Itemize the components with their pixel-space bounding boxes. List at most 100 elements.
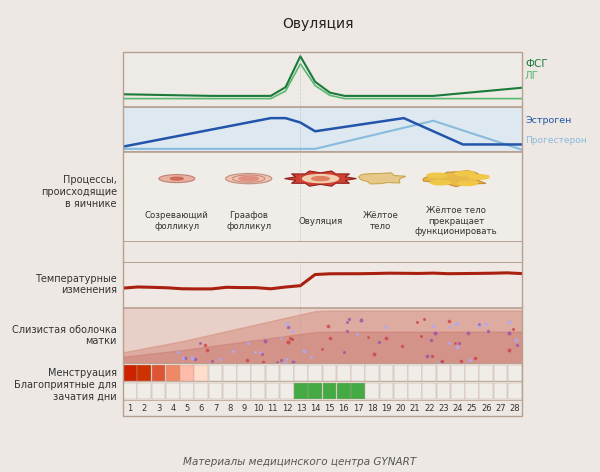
Bar (422, 365, 436, 380)
Bar (508, 383, 521, 399)
Text: Эстроген: Эстроген (525, 116, 571, 125)
Point (352, 330, 362, 337)
Point (504, 346, 514, 354)
Bar (308, 365, 322, 380)
Text: Процессы,
происходящие
в яичнике: Процессы, происходящие в яичнике (41, 175, 117, 209)
Text: Граафов
фолликул: Граафов фолликул (226, 211, 271, 231)
Bar (380, 383, 394, 399)
Point (444, 323, 454, 331)
Text: 9: 9 (241, 404, 247, 413)
Circle shape (302, 175, 338, 183)
Circle shape (239, 177, 259, 181)
Circle shape (170, 177, 183, 180)
Point (258, 358, 268, 365)
Bar (323, 365, 337, 380)
Bar (251, 383, 265, 399)
Text: 16: 16 (338, 404, 349, 413)
Point (475, 321, 484, 329)
Point (444, 339, 454, 346)
Point (505, 329, 514, 337)
Point (257, 350, 266, 357)
Point (434, 359, 443, 367)
Bar (137, 383, 151, 399)
Point (286, 335, 295, 342)
Text: 27: 27 (496, 404, 506, 413)
Text: 6: 6 (199, 404, 204, 413)
Text: 26: 26 (481, 404, 491, 413)
Point (413, 319, 422, 326)
Point (463, 329, 473, 337)
Point (343, 319, 352, 326)
Point (511, 336, 521, 344)
Point (452, 343, 462, 350)
Text: Температурные
изменения: Температурные изменения (35, 274, 117, 295)
Polygon shape (359, 173, 406, 184)
Point (422, 353, 431, 360)
Circle shape (159, 175, 195, 183)
Bar (251, 365, 265, 380)
Text: 28: 28 (509, 404, 520, 413)
Bar (394, 365, 407, 380)
Circle shape (431, 180, 451, 185)
Point (277, 334, 286, 342)
Point (202, 346, 212, 354)
Bar (280, 383, 293, 399)
Text: 25: 25 (467, 404, 478, 413)
Point (187, 354, 197, 362)
Bar (294, 365, 308, 380)
Point (382, 334, 391, 341)
Bar (408, 365, 422, 380)
Text: 7: 7 (213, 404, 218, 413)
Point (481, 320, 491, 328)
Point (178, 354, 188, 362)
Text: 19: 19 (382, 404, 392, 413)
Point (428, 322, 438, 329)
Point (374, 338, 383, 346)
Text: 2: 2 (142, 404, 147, 413)
Bar (280, 365, 293, 380)
Point (512, 341, 522, 349)
Text: 18: 18 (367, 404, 377, 413)
Bar (151, 383, 166, 399)
Point (289, 359, 298, 366)
Point (260, 337, 269, 345)
Bar (151, 365, 166, 380)
Text: Менструация: Менструация (48, 368, 117, 378)
Bar (465, 365, 479, 380)
Text: ЛГ: ЛГ (525, 71, 539, 81)
Text: Овуляция: Овуляция (282, 17, 354, 31)
Bar (351, 383, 365, 399)
Bar (337, 365, 350, 380)
Point (256, 348, 265, 356)
Text: 23: 23 (439, 404, 449, 413)
Point (287, 327, 297, 335)
Text: 4: 4 (170, 404, 176, 413)
Point (426, 337, 436, 344)
Bar (451, 383, 464, 399)
Text: 17: 17 (353, 404, 364, 413)
Point (436, 359, 446, 366)
Bar (493, 365, 508, 380)
Bar (437, 383, 451, 399)
Text: Жёлтое
тело: Жёлтое тело (362, 211, 398, 231)
Bar (465, 383, 479, 399)
Point (283, 320, 292, 328)
Point (452, 319, 462, 326)
Point (200, 342, 210, 349)
Point (299, 348, 308, 355)
Point (474, 320, 484, 328)
Text: Материалы медицинского центра GYNART: Материалы медицинского центра GYNART (184, 456, 416, 467)
Bar (209, 365, 223, 380)
Point (173, 349, 182, 356)
Bar (437, 365, 451, 380)
Text: Созревающий
фолликул: Созревающий фолликул (145, 211, 209, 231)
Polygon shape (423, 171, 489, 187)
Bar (265, 383, 280, 399)
Text: 20: 20 (395, 404, 406, 413)
Text: 14: 14 (310, 404, 320, 413)
Point (454, 339, 463, 346)
Bar (237, 365, 251, 380)
Text: 13: 13 (296, 404, 307, 413)
Point (323, 323, 333, 330)
Text: Слизистая оболочка
матки: Слизистая оболочка матки (12, 325, 117, 346)
